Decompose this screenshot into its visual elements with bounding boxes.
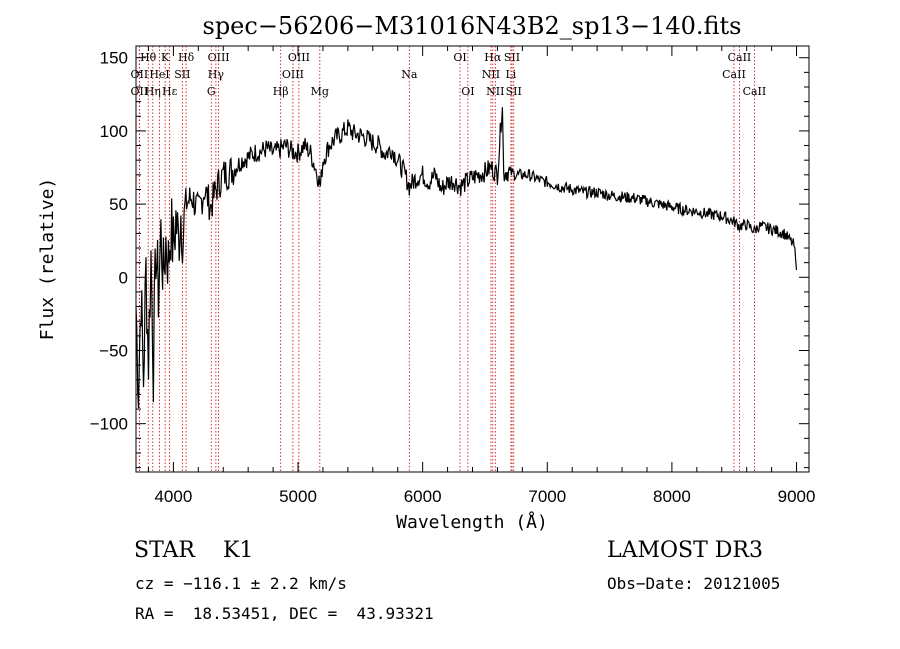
marker-label-6: Hε bbox=[162, 85, 178, 98]
marker-label-3: K bbox=[161, 51, 170, 64]
marker-label-25: CaII bbox=[728, 51, 752, 64]
marker-label-21: NII bbox=[486, 85, 504, 98]
survey-label: LAMOST DR3 bbox=[607, 538, 763, 563]
marker-label-2: OII bbox=[131, 85, 149, 98]
marker-label-11: G bbox=[207, 85, 216, 98]
y-tick-label: −100 bbox=[90, 415, 128, 434]
marker-label-14: Hβ bbox=[273, 85, 289, 98]
coordinates-text: RA = 18.53451, DEC = 43.93321 bbox=[135, 604, 434, 623]
marker-label-23: Li bbox=[505, 68, 516, 81]
marker-label-12: OIII bbox=[288, 51, 310, 64]
y-tick-label: 0 bbox=[119, 268, 128, 287]
marker-label-5: Hη bbox=[145, 85, 161, 98]
marker-label-16: Na bbox=[401, 68, 418, 81]
y-axis: −100 −50 0 50 100 150 bbox=[90, 49, 809, 469]
y-tick-label: 50 bbox=[109, 195, 128, 214]
x-axis: 4000 5000 6000 7000 8000 9000 bbox=[147, 46, 816, 506]
y-tick-label: 100 bbox=[100, 122, 128, 141]
marker-label-24: SII bbox=[506, 85, 522, 98]
object-class-label: STAR K1 bbox=[134, 538, 254, 563]
marker-label-17: OI bbox=[453, 51, 466, 64]
y-axis-label: Flux (relative) bbox=[37, 178, 58, 341]
marker-label-7: Hδ bbox=[178, 51, 195, 64]
spectrum-line bbox=[135, 107, 798, 409]
marker-label-18: OI bbox=[461, 85, 474, 98]
x-tick-label: 7000 bbox=[528, 487, 566, 506]
y-tick-label: −50 bbox=[99, 341, 128, 360]
x-tick-label: 4000 bbox=[154, 487, 192, 506]
marker-label-26: CaII bbox=[722, 68, 746, 81]
plot-frame bbox=[135, 45, 810, 473]
marker-label-4: HeI bbox=[149, 68, 169, 81]
x-axis-label: Wavelength (Å) bbox=[396, 511, 548, 533]
y-tick-label: 150 bbox=[100, 49, 128, 68]
marker-label-15: Mg bbox=[311, 85, 329, 98]
x-tick-label: 5000 bbox=[279, 487, 317, 506]
x-tick-label: 9000 bbox=[778, 487, 816, 506]
marker-label-8: SII bbox=[174, 68, 190, 81]
marker-label-20: NII bbox=[482, 68, 500, 81]
marker-label-22: SII bbox=[504, 51, 520, 64]
marker-label-10: Hγ bbox=[208, 68, 225, 81]
x-tick-label: 8000 bbox=[653, 487, 691, 506]
x-tick-label: 6000 bbox=[404, 487, 442, 506]
marker-label-27: CaII bbox=[743, 85, 767, 98]
chart-title: spec−56206−M31016N43B2_sp13−140.fits bbox=[203, 12, 742, 40]
redshift-text: cz = −116.1 ± 2.2 km/s bbox=[135, 574, 347, 593]
observation-date-text: Obs−Date: 20121005 bbox=[607, 574, 781, 593]
marker-label-19: Hα bbox=[484, 51, 502, 64]
marker-label-9: OIII bbox=[208, 51, 230, 64]
marker-label-13: OIII bbox=[282, 68, 304, 81]
